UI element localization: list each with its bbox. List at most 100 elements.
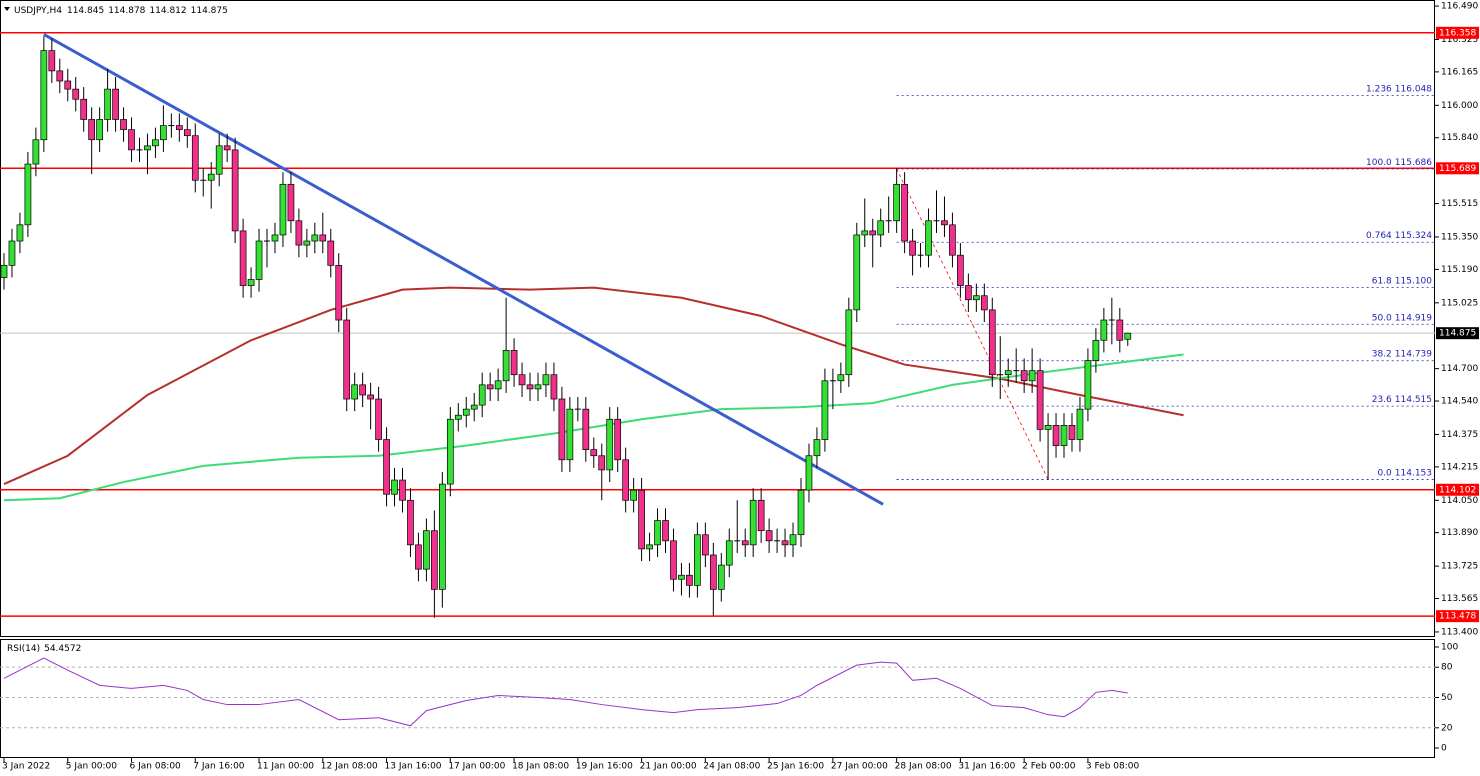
current-price-box [1436,327,1479,340]
candle-body [1100,319,1108,341]
candle-body [343,319,351,400]
candle-body [327,240,335,266]
fib-label: 100.0 115.686 [1366,157,1432,167]
candle-body [446,418,454,485]
rsi-value: 54.4572 [44,644,81,654]
x-tick-label: 2 Feb 00:00 [1022,762,1076,772]
candle-body [566,408,574,461]
candle-body [909,240,916,256]
candle-body [972,295,980,301]
fib-ratio: 23.6 [1372,395,1392,405]
fib-label: 23.6 114.515 [1372,395,1432,405]
candle-body [1084,360,1092,410]
y-tick-label: 115.350 [1441,232,1478,242]
candle-body [646,544,653,550]
x-tick-label: 13 Jan 16:00 [385,762,442,772]
fib-price: 114.919 [1395,313,1432,323]
fib-price: 116.048 [1395,84,1432,94]
trendline [43,33,884,506]
candle-body [64,80,72,90]
y-tick-label: 116.325 [1441,35,1478,45]
candle-body [1076,408,1084,440]
x-tick-label: 12 Jan 08:00 [321,762,378,772]
fib-ratio: 61.8 [1372,276,1392,286]
candle-body [853,234,861,311]
candle-body [1004,370,1012,376]
candle-body [988,309,996,376]
candle-body [558,398,566,461]
candle-body [207,173,215,181]
fib-label: 38.2 114.739 [1372,349,1433,359]
candle-body [765,530,773,542]
candle-body [120,119,127,130]
candle-body [502,350,510,382]
x-tick-label: 31 Jan 16:00 [958,762,1015,772]
candle-body [590,449,598,457]
candle-body [717,564,725,590]
level-label-box [1436,162,1479,175]
candle-body [462,408,470,416]
candle-body [335,264,343,321]
fib-ratio: 38.2 [1372,349,1392,359]
y-tick-label: 115.515 [1441,199,1478,209]
candle-body [191,135,199,181]
candle-body [423,530,430,570]
candle-body [359,384,366,396]
rsi-panel-frame [0,639,1435,758]
level-label-box [1436,26,1479,39]
candle-body [789,534,797,546]
candle-body [215,145,223,175]
fib-ratio: 50.0 [1372,313,1392,323]
candle-body [407,499,414,546]
candle-body [526,384,534,390]
x-tick-label: 6 Jan 08:00 [130,762,182,772]
candle-body [271,234,279,242]
menu-arrow[interactable] [4,7,10,11]
candle-body [980,295,988,311]
x-tick-label: 21 Jan 00:00 [640,762,697,772]
candle-body [8,240,16,266]
candle-body [486,384,494,390]
x-tick-label: 28 Jan 08:00 [895,762,952,772]
current-price-label: 114.875 [1439,329,1476,339]
y-tick-label: 116.490 [1441,2,1478,12]
y-tick-label: 114.375 [1441,430,1478,440]
candle-body [598,455,606,471]
x-tick-label: 18 Jan 08:00 [512,762,569,772]
candle-body [957,254,964,286]
candle-body [96,119,103,141]
candle-body [494,380,502,390]
candle-body [439,483,446,590]
fib-ratio: 100.0 [1366,157,1392,167]
candle-body [510,350,518,376]
x-tick-label: 5 Jan 00:00 [66,762,118,772]
candle-body [1068,424,1076,440]
header-open: 114.845 [67,6,104,16]
candle-body [670,540,677,580]
candle-body [725,540,733,566]
candle-body [678,574,685,580]
fib-label: 1.236 116.048 [1366,84,1432,94]
level-label-box [1436,483,1479,496]
symbol: USDJPY,H4 [14,6,62,16]
level-label: 113.478 [1439,612,1476,622]
candle-body [454,414,462,420]
candle-body [582,408,590,451]
level-label: 114.102 [1439,485,1476,495]
candle-body [757,499,765,532]
candle-body [1092,339,1100,361]
rsi-line [3,657,1128,727]
rsi-tick-label: 0 [1441,744,1447,754]
candle-body [749,499,757,546]
candle-body [694,534,701,586]
fib-label: 61.8 115.100 [1372,276,1433,286]
candle-body [869,230,877,236]
fib-price: 115.100 [1395,276,1432,286]
candle-body [614,418,622,461]
candle-body [534,384,542,390]
rsi-tick-label: 20 [1441,723,1453,733]
y-tick-label: 115.025 [1441,298,1478,308]
fib-ratio: 1.236 [1366,84,1392,94]
chart-header: USDJPY,H4 114.845 114.878 114.812 114.875 [14,6,228,16]
